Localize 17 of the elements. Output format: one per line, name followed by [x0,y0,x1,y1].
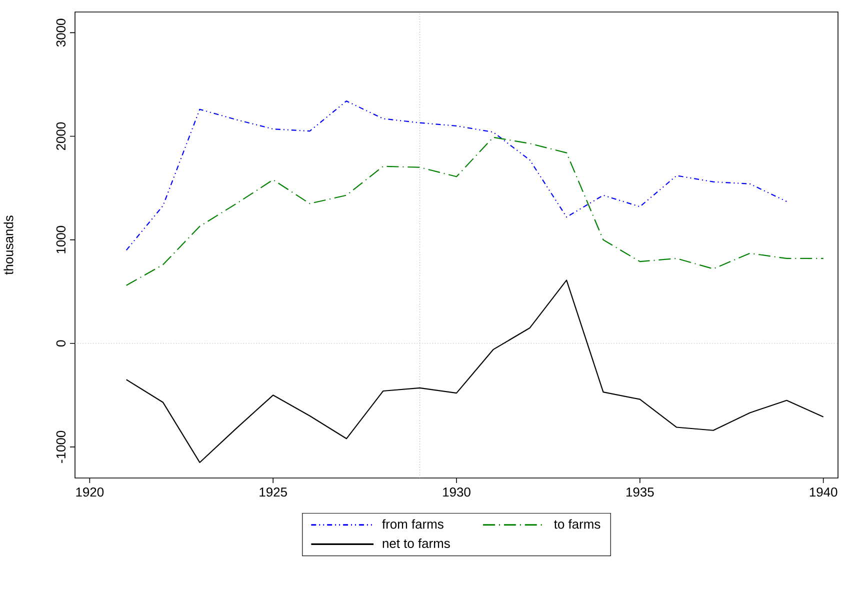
y-tick-label: 2000 [56,122,66,150]
line-series [126,280,824,464]
y-tick-label: 3000 [56,18,66,47]
x-tick-label: 1925 [260,487,287,497]
line-series [126,100,788,251]
x-tick-label: 1920 [76,487,104,497]
line-series [126,136,824,286]
legend-label: net to farms [382,538,450,548]
legend-label: from farms [382,519,444,529]
y-tick-label: 1000 [56,226,66,254]
x-tick-label: 1930 [443,487,470,497]
x-tick-label: 1935 [626,487,654,497]
y-tick-label: 0 [56,340,66,346]
x-tick-label: 1940 [810,487,838,497]
y-tick-label: -1000 [56,430,66,463]
y-axis-title: thousands [4,216,14,275]
legend-label: to farms [554,519,600,529]
